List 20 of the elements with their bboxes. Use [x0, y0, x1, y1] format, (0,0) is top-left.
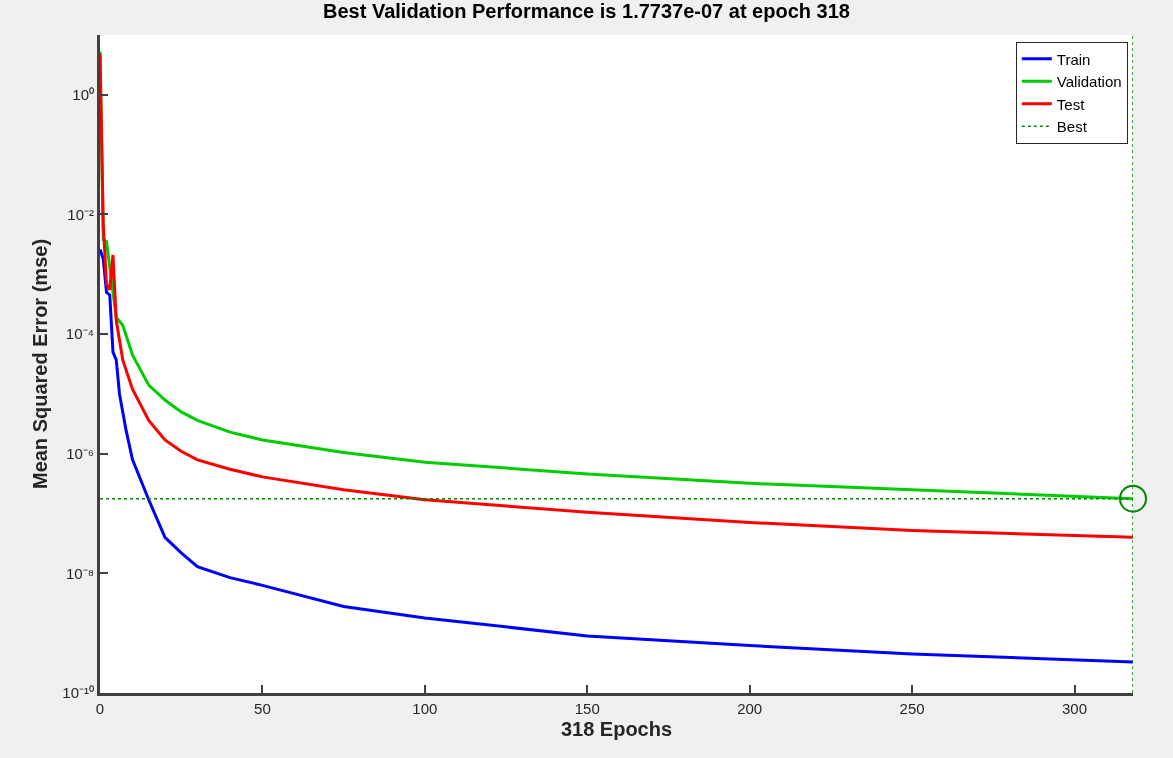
x-axis-title: 318 Epochs	[560, 717, 673, 740]
y-tick-label: 10⁻²	[67, 205, 94, 223]
x-tick-label: 0	[95, 700, 105, 717]
x-tick-label: 100	[412, 700, 438, 717]
x-tick-label: 150	[574, 700, 600, 717]
y-tick-label: 10⁻⁸	[65, 564, 94, 582]
x-tick-label: 200	[737, 700, 763, 717]
legend-label: Test	[1056, 95, 1086, 113]
x-tick-label: 50	[254, 700, 271, 717]
y-axis-title: Mean Squared Error (mse)	[28, 238, 51, 490]
chart-title: Best Validation Performance is 1.7737e-07 at epoch 318	[323, 0, 850, 22]
y-tick-label: 10⁻⁶	[66, 444, 94, 462]
legend-label: Validation	[1056, 73, 1122, 91]
y-tick-label: 10⁻⁴	[65, 325, 94, 343]
legend-label: Best	[1056, 118, 1088, 136]
y-tick-label: 10⁰	[72, 86, 94, 104]
x-tick-label: 300	[1062, 700, 1088, 717]
y-tick-label: 10⁻¹⁰	[62, 684, 94, 702]
x-tick-label: 250	[899, 700, 925, 717]
legend-label: Train	[1056, 50, 1091, 68]
